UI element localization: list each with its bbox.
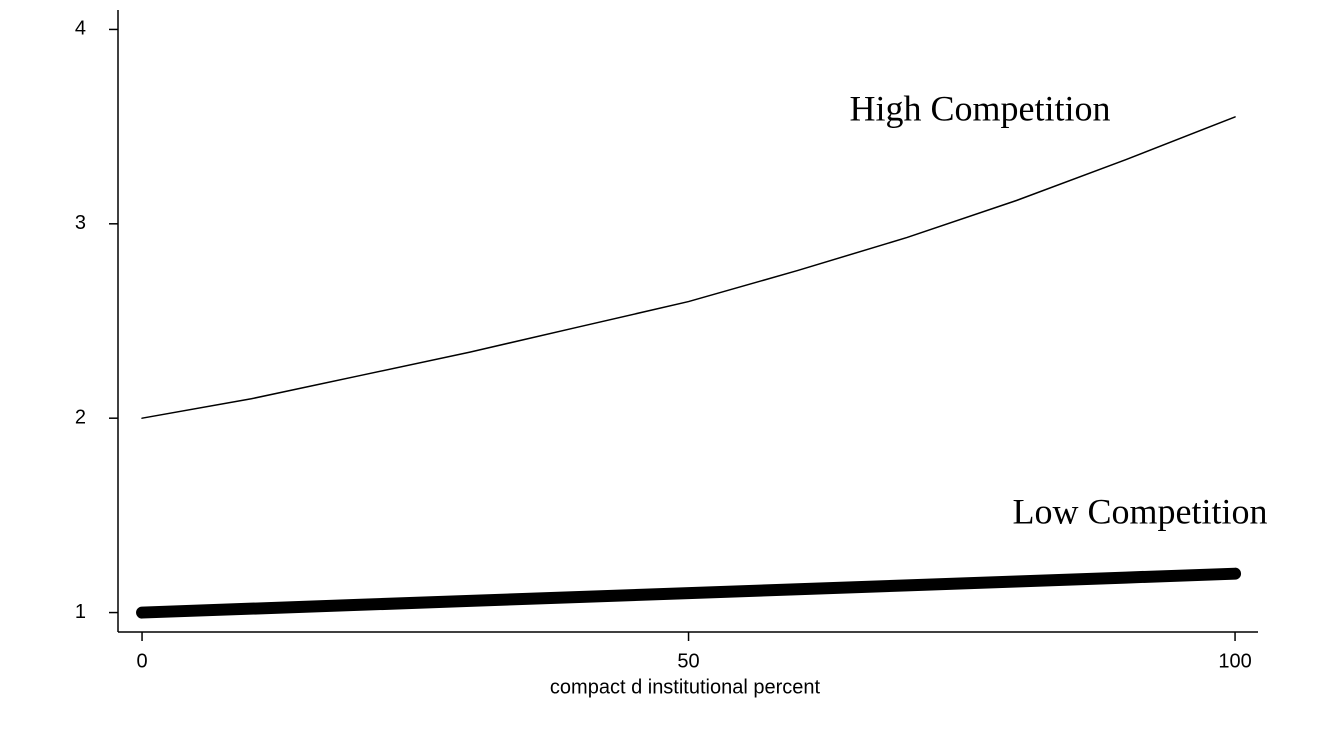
x-tick-label: 100 (1218, 650, 1251, 672)
series-line (136, 567, 1242, 619)
series-label: Low Competition (1013, 491, 1268, 531)
y-tick-label: 3 (75, 212, 86, 234)
x-tick-label: 50 (677, 650, 699, 672)
y-tick-label: 2 (75, 406, 86, 428)
series-label: High Competition (850, 88, 1111, 128)
y-tick-label: 4 (75, 18, 86, 40)
y-tick-label: 1 (75, 601, 86, 623)
series-line (141, 116, 1236, 419)
x-axis-label: compact d institutional percent (550, 676, 821, 698)
x-tick-label: 0 (136, 650, 147, 672)
